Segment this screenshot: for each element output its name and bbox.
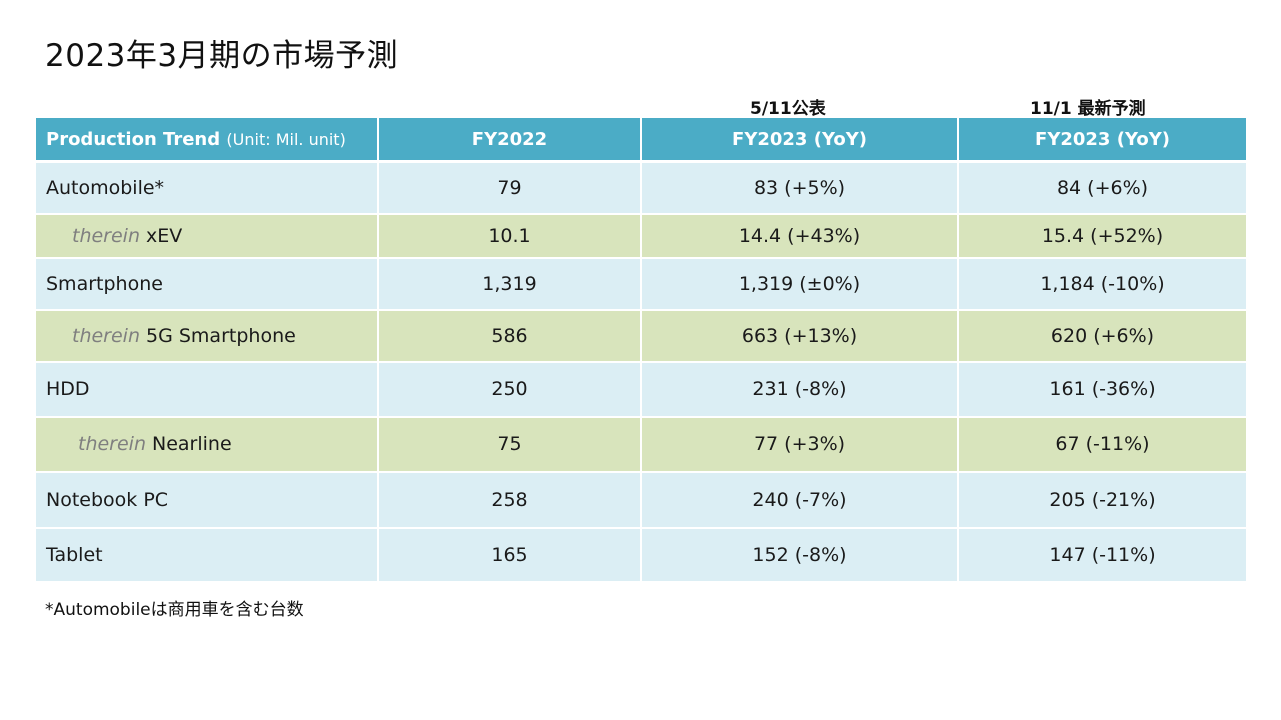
header-fy2022: FY2022 [378,118,642,163]
cell-fy2023-nov: 84 (+6%) [958,161,1246,215]
header-production-trend: Production Trend (Unit: Mil. unit) [36,118,379,163]
row-label: 5G Smartphone [146,324,296,347]
row-label: xEV [146,224,183,247]
therein-label: therein [78,433,147,455]
table-header-row: Production Trend (Unit: Mil. unit) FY202… [36,118,1246,163]
row-label: Nearline [152,433,232,455]
cell-fy2023-may: 663 (+13%) [641,309,959,363]
cell-fy2023-may: 152 (-8%) [641,527,959,583]
footnote: *Automobileは商用車を含む台数 [45,600,304,620]
table-row-xev: therein xEV 10.1 14.4 (+43%) 15.4 (+52%) [36,213,1246,259]
cell-fy2022: 586 [378,309,642,363]
cell-fy2023-may: 83 (+5%) [641,161,959,215]
header-fy2023-may: FY2023 (YoY) [641,118,959,163]
table-row-hdd: HDD 250 231 (-8%) 161 (-36%) [36,361,1246,418]
cell-fy2023-nov: 161 (-36%) [958,361,1246,418]
cell-fy2023-may: 1,319 (±0%) [641,257,959,311]
table-row-nearline: therein Nearline 75 77 (+3%) 67 (-11%) [36,416,1246,473]
row-label-sub: therein Nearline [36,416,379,473]
cell-fy2023-may: 240 (-7%) [641,471,959,529]
cell-fy2022: 1,319 [378,257,642,311]
cell-fy2023-may: 77 (+3%) [641,416,959,473]
row-label: Automobile* [36,161,379,215]
cell-fy2023-nov: 67 (-11%) [958,416,1246,473]
cell-fy2023-nov: 15.4 (+52%) [958,213,1246,259]
cell-fy2022: 79 [378,161,642,215]
row-label: Smartphone [36,257,379,311]
header-trend-label: Production Trend [46,128,221,150]
table-row-notebook-pc: Notebook PC 258 240 (-7%) 205 (-21%) [36,471,1246,529]
cell-fy2023-nov: 620 (+6%) [958,309,1246,363]
row-label: Tablet [36,527,379,583]
cell-fy2023-may: 14.4 (+43%) [641,213,959,259]
cell-fy2022: 250 [378,361,642,418]
column-note-nov: 11/1 最新予測 [1030,99,1146,119]
row-label-sub: therein 5G Smartphone [36,309,379,363]
header-fy2023-nov: FY2023 (YoY) [958,118,1246,163]
cell-fy2023-nov: 205 (-21%) [958,471,1246,529]
production-trend-table: Production Trend (Unit: Mil. unit) FY202… [36,118,1246,583]
row-label-sub: therein xEV [36,213,379,259]
cell-fy2022: 258 [378,471,642,529]
table-row-automobile: Automobile* 79 83 (+5%) 84 (+6%) [36,161,1246,215]
column-note-may: 5/11公表 [750,99,826,119]
therein-label: therein [72,224,141,247]
cell-fy2023-nov: 1,184 (-10%) [958,257,1246,311]
cell-fy2023-may: 231 (-8%) [641,361,959,418]
row-label: Notebook PC [36,471,379,529]
therein-label: therein [72,324,141,347]
cell-fy2023-nov: 147 (-11%) [958,527,1246,583]
table-row-tablet: Tablet 165 152 (-8%) 147 (-11%) [36,527,1246,583]
slide-title: 2023年3月期の市場予測 [45,38,399,74]
cell-fy2022: 165 [378,527,642,583]
header-unit: (Unit: Mil. unit) [226,129,346,149]
cell-fy2022: 10.1 [378,213,642,259]
row-label: HDD [36,361,379,418]
cell-fy2022: 75 [378,416,642,473]
table-row-5g-smartphone: therein 5G Smartphone 586 663 (+13%) 620 … [36,309,1246,363]
table-row-smartphone: Smartphone 1,319 1,319 (±0%) 1,184 (-10%… [36,257,1246,311]
